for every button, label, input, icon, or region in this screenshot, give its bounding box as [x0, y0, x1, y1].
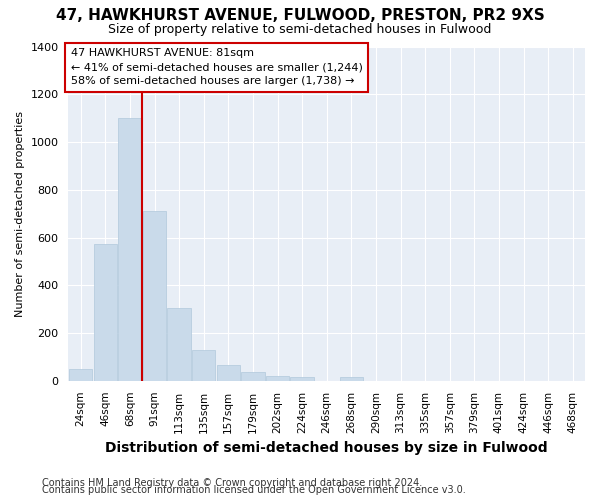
- Y-axis label: Number of semi-detached properties: Number of semi-detached properties: [15, 110, 25, 316]
- Text: Size of property relative to semi-detached houses in Fulwood: Size of property relative to semi-detach…: [109, 22, 491, 36]
- Bar: [94, 244, 117, 381]
- Bar: [217, 364, 240, 381]
- Text: 47, HAWKHURST AVENUE, FULWOOD, PRESTON, PR2 9XS: 47, HAWKHURST AVENUE, FULWOOD, PRESTON, …: [56, 8, 544, 22]
- Text: Contains public sector information licensed under the Open Government Licence v3: Contains public sector information licen…: [42, 485, 466, 495]
- Bar: [143, 212, 166, 381]
- Bar: [167, 308, 191, 381]
- Bar: [192, 350, 215, 381]
- Text: 47 HAWKHURST AVENUE: 81sqm
← 41% of semi-detached houses are smaller (1,244)
58%: 47 HAWKHURST AVENUE: 81sqm ← 41% of semi…: [71, 48, 363, 86]
- Bar: [241, 372, 265, 381]
- Bar: [290, 376, 314, 381]
- X-axis label: Distribution of semi-detached houses by size in Fulwood: Distribution of semi-detached houses by …: [106, 441, 548, 455]
- Bar: [266, 376, 289, 381]
- Text: Contains HM Land Registry data © Crown copyright and database right 2024.: Contains HM Land Registry data © Crown c…: [42, 478, 422, 488]
- Bar: [69, 370, 92, 381]
- Bar: [118, 118, 142, 381]
- Bar: [340, 376, 363, 381]
